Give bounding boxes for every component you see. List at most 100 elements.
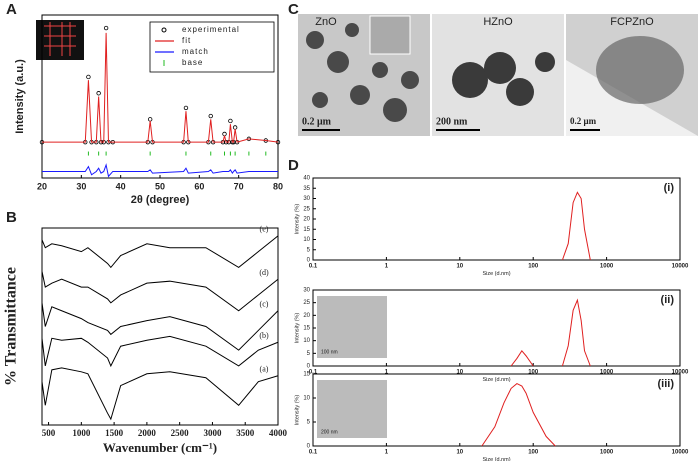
inset-image xyxy=(317,296,387,358)
inset-image xyxy=(317,380,387,438)
panel-sublabel: (i) xyxy=(664,182,675,194)
series-line xyxy=(41,271,279,312)
inset-label: 100 nm xyxy=(321,349,338,355)
x-tick-label: 3500 xyxy=(236,428,255,438)
x-tick-label: 80 xyxy=(273,181,283,191)
plot-frame xyxy=(312,373,681,447)
x-tick-label: 100 xyxy=(528,264,539,270)
x-tick-label: 500 xyxy=(42,428,56,438)
series-line xyxy=(41,302,279,351)
series-label: (a) xyxy=(260,365,269,374)
series-line xyxy=(42,163,278,178)
series-line xyxy=(561,191,591,261)
y-tick-label: 25 xyxy=(303,300,310,306)
panel-label: B xyxy=(6,209,17,226)
panel-label: C xyxy=(288,1,299,18)
x-tick-label: 0.1 xyxy=(309,450,318,456)
series-line xyxy=(510,298,591,367)
data-point xyxy=(183,105,189,111)
x-axis-label: Size (d.nm) xyxy=(482,457,510,461)
x-tick-label: 1500 xyxy=(105,428,124,438)
legend-box xyxy=(149,21,275,73)
data-point xyxy=(103,25,109,31)
y-tick-label: 0 xyxy=(307,444,311,450)
x-tick-label: 10 xyxy=(456,264,463,270)
y-tick-label: 20 xyxy=(303,217,310,223)
y-axis-label: % Transmittance xyxy=(3,267,20,386)
data-point xyxy=(86,74,91,80)
series-line xyxy=(41,367,279,421)
y-tick-label: 10 xyxy=(303,237,310,243)
crystal-lines xyxy=(44,22,76,56)
y-tick-label: 40 xyxy=(303,176,310,182)
data-point xyxy=(147,117,153,122)
x-tick-label: 10000 xyxy=(672,450,689,456)
x-axis-label: 2θ (degree) xyxy=(131,194,190,206)
x-tick-label: 2000 xyxy=(138,428,157,438)
y-tick-label: 30 xyxy=(303,196,310,202)
x-tick-label: 0.1 xyxy=(309,370,318,376)
series-label: (b) xyxy=(259,331,269,340)
particles xyxy=(452,52,555,106)
x-tick-label: 1000 xyxy=(600,264,614,270)
plot-frame xyxy=(312,177,681,261)
x-tick-label: 100 xyxy=(528,370,539,376)
series-line xyxy=(41,235,279,269)
data-point xyxy=(222,131,227,137)
x-axis-label: Size (d.nm) xyxy=(482,377,510,383)
legend-swatch xyxy=(161,27,167,33)
y-tick-label: 10 xyxy=(303,396,310,402)
series-label: (d) xyxy=(259,268,269,277)
x-tick-label: 40 xyxy=(116,181,126,191)
x-tick-label: 10 xyxy=(456,450,463,456)
image-title: ZnO xyxy=(315,16,337,28)
crystal-inset xyxy=(36,20,84,60)
scale-label: 0.2 μm xyxy=(570,116,597,126)
x-tick-label: 3000 xyxy=(203,428,222,438)
panel-sublabel: (ii) xyxy=(661,294,675,306)
inset-label: 200 nm xyxy=(321,429,338,435)
x-tick-label: 30 xyxy=(76,181,86,191)
y-tick-label: 10 xyxy=(303,338,310,344)
x-tick-label: 1 xyxy=(385,370,389,376)
x-tick-label: 0.1 xyxy=(309,264,318,270)
plot-frame xyxy=(41,227,279,426)
y-tick-label: 5 xyxy=(307,247,311,253)
data-point xyxy=(232,125,238,130)
y-tick-label: 5 xyxy=(307,351,311,357)
x-axis-label: Size (d.nm) xyxy=(482,271,510,277)
x-tick-label: 10 xyxy=(456,370,463,376)
scale-label: 0.2 μm xyxy=(302,116,332,127)
tem-inset xyxy=(369,15,411,55)
y-tick-label: 25 xyxy=(303,206,310,212)
x-tick-label: 50 xyxy=(155,181,165,191)
y-tick-label: 15 xyxy=(303,227,310,233)
legend-label: match xyxy=(182,47,209,56)
x-tick-label: 1 xyxy=(385,450,389,456)
x-tick-label: 10000 xyxy=(672,264,689,270)
y-axis-label: Intensity (%) xyxy=(294,313,300,344)
tem-images xyxy=(298,14,698,136)
data-point xyxy=(228,118,233,124)
series-line xyxy=(42,32,279,143)
legend-label: base xyxy=(182,58,203,67)
data-point xyxy=(96,91,101,96)
image-title: FCPZnO xyxy=(610,16,654,28)
scale-label: 200 nm xyxy=(436,116,468,127)
x-tick-label: 1 xyxy=(385,264,389,270)
x-tick-label: 20 xyxy=(37,181,47,191)
legend-label: fit xyxy=(182,36,191,45)
series-label: (c) xyxy=(260,300,269,309)
x-tick-label: 70 xyxy=(234,181,244,191)
data-point xyxy=(208,113,213,119)
x-axis-label: Wavenumber (cm⁻¹) xyxy=(103,440,217,455)
series-line xyxy=(481,383,556,447)
x-tick-label: 1000 xyxy=(72,428,91,438)
panel-label: D xyxy=(288,157,299,174)
y-tick-label: 15 xyxy=(303,326,310,332)
y-axis-label: Intensity (%) xyxy=(294,204,300,235)
x-tick-label: 60 xyxy=(194,181,204,191)
x-tick-label: 2500 xyxy=(171,428,190,438)
y-tick-label: 0 xyxy=(307,258,311,264)
